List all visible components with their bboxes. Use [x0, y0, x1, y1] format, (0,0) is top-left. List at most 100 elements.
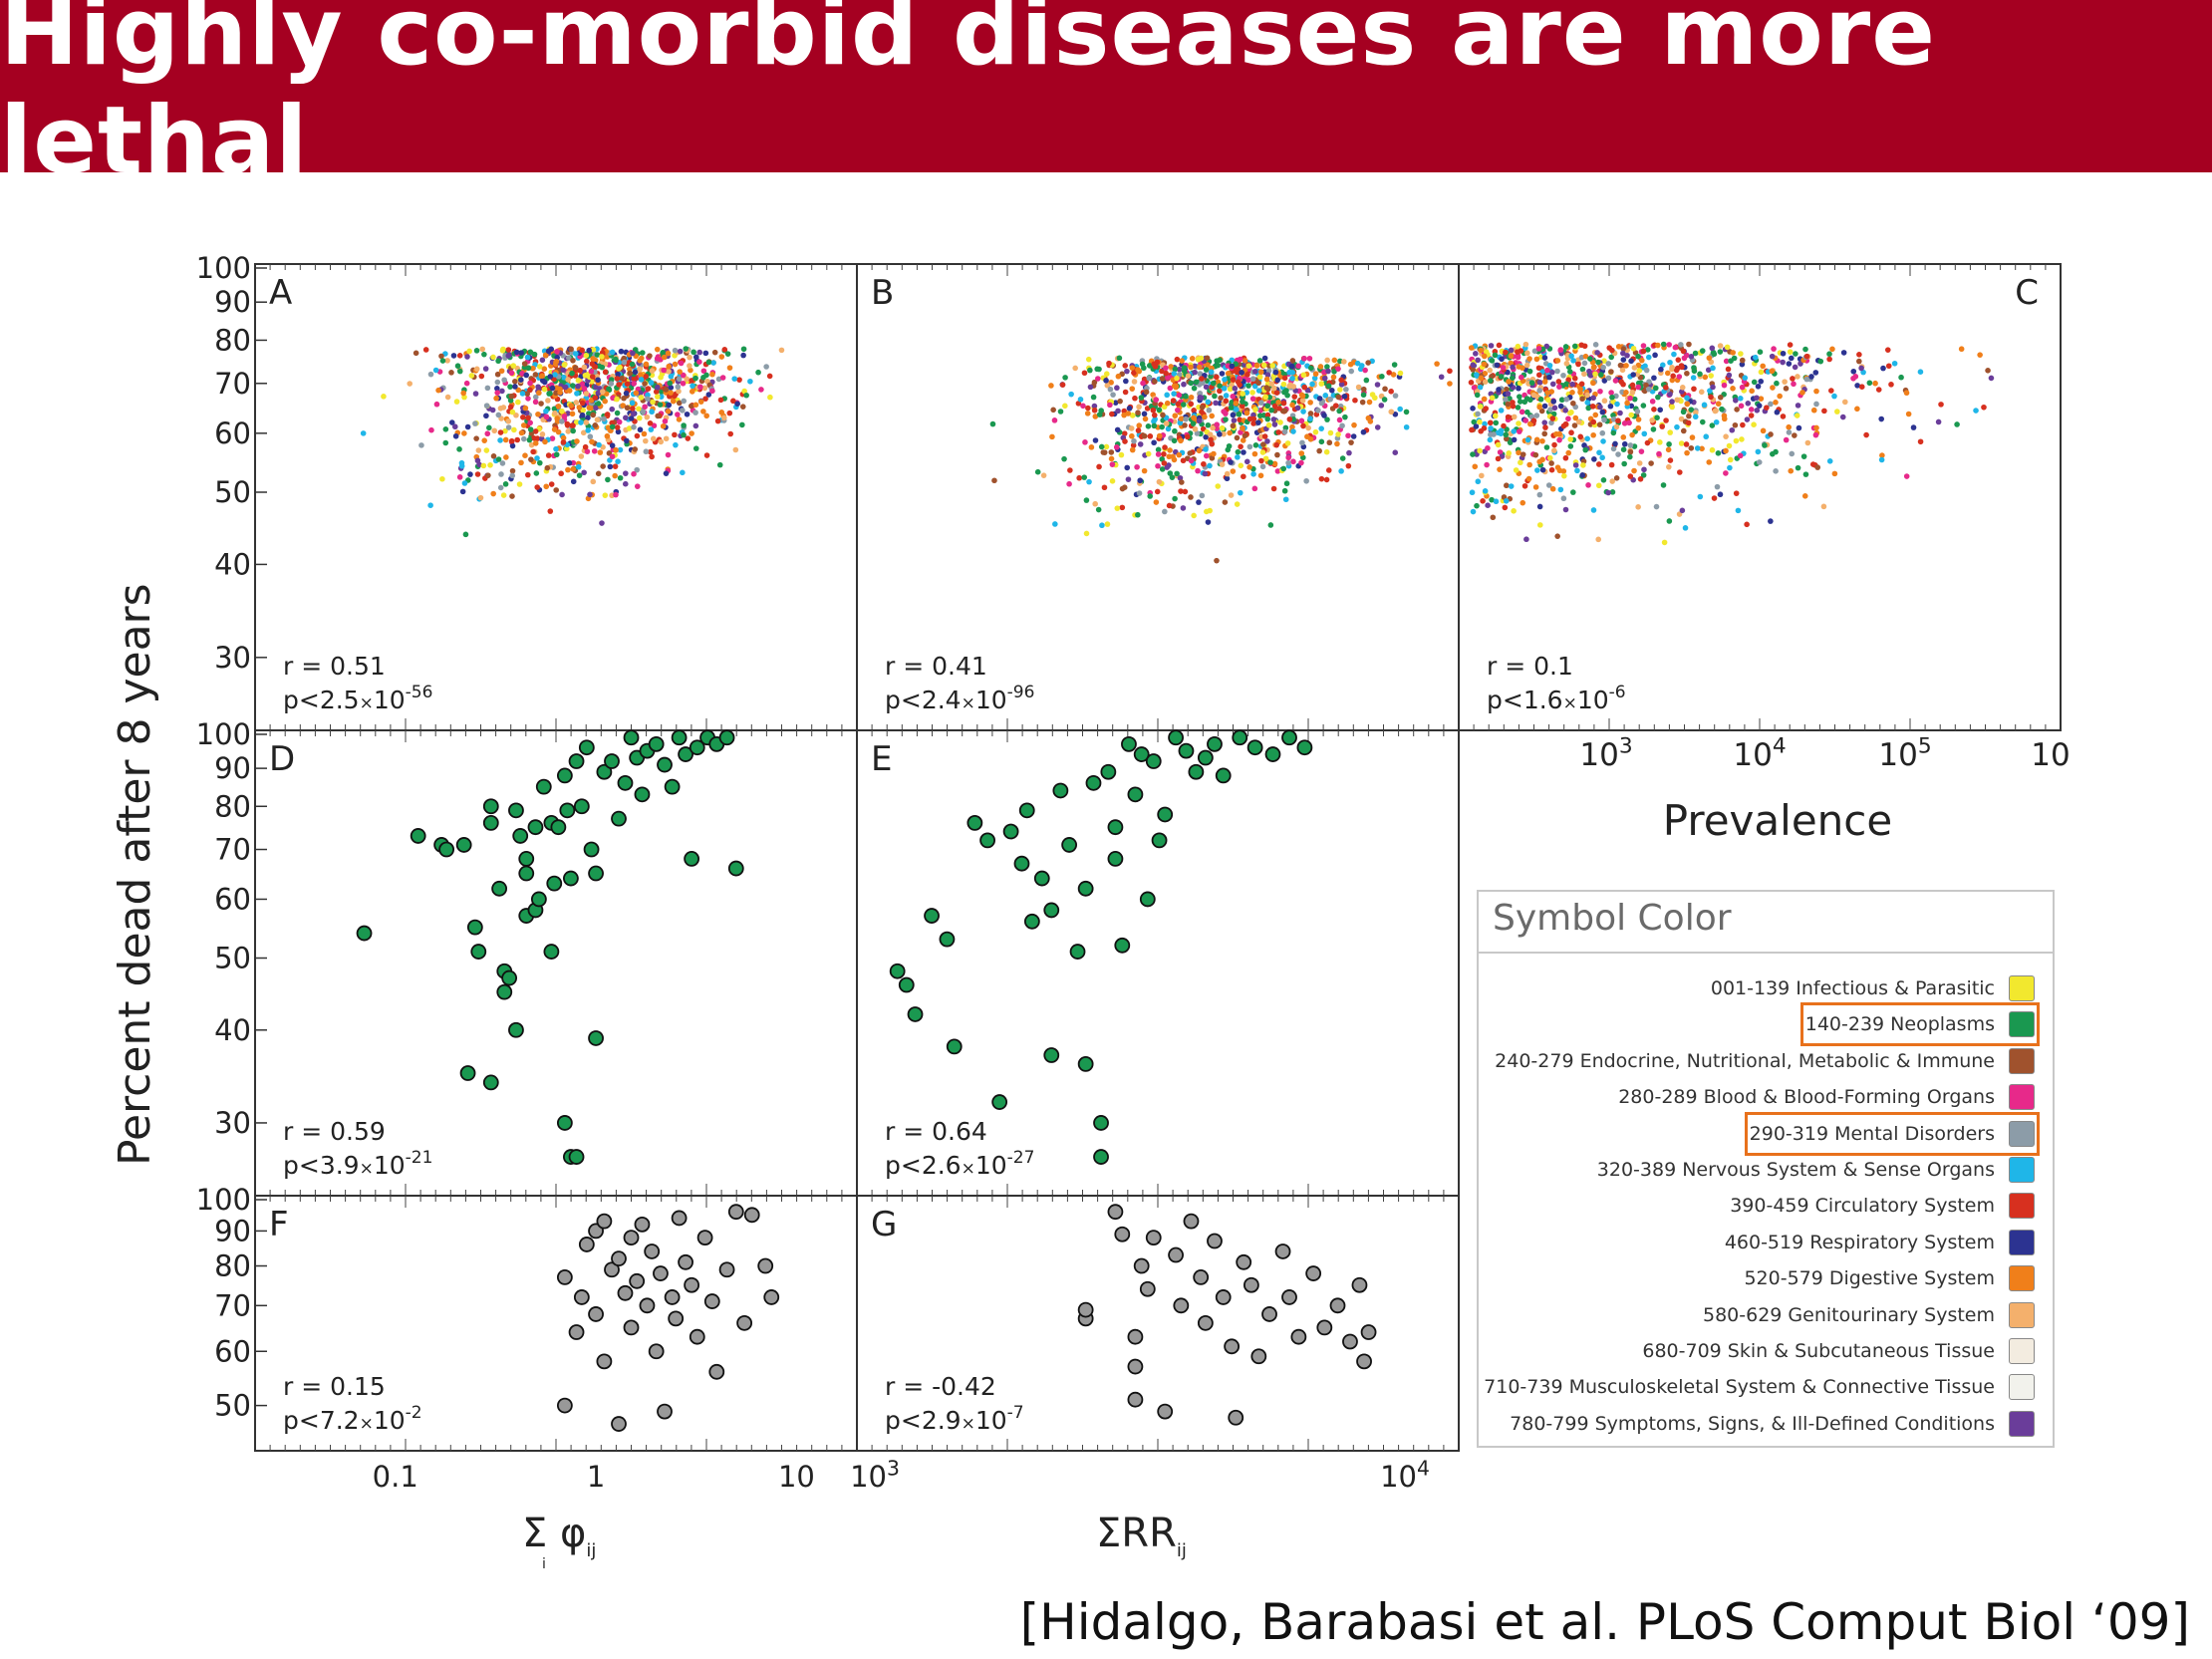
cloud-point-C	[1680, 409, 1687, 415]
cloud-point-C	[1905, 411, 1912, 417]
panel-G: Gr = -0.42p<2.9×10-7	[856, 1195, 1460, 1452]
cloud-point-C	[1755, 448, 1762, 455]
data-point-G-2	[1107, 1204, 1124, 1221]
cloud-point-B	[1315, 408, 1321, 414]
cloud-point-C	[1518, 348, 1524, 354]
data-point-G-7	[1133, 1257, 1150, 1274]
cloud-point-A	[485, 472, 491, 478]
cloud-point-B	[1305, 424, 1311, 431]
cloud-point-A	[590, 356, 596, 362]
cloud-point-C	[1546, 374, 1552, 381]
cloud-point-C	[1518, 374, 1524, 381]
cloud-point-C	[1600, 476, 1607, 483]
cloud-point-A	[736, 377, 742, 383]
cloud-point-C	[1477, 384, 1484, 391]
y-tick-label: 80	[214, 323, 251, 357]
cloud-point-C	[1549, 415, 1556, 421]
data-point-E-43	[1296, 739, 1313, 756]
cloud-point-A	[595, 401, 602, 407]
cloud-point-C	[1584, 392, 1590, 399]
cloud-point-A	[553, 390, 559, 397]
cloud-point-B	[1241, 449, 1246, 455]
cloud-point-C	[1571, 422, 1578, 428]
cloud-point-A	[565, 377, 571, 383]
cloud-point-A	[680, 380, 687, 387]
cloud-point-A	[665, 350, 672, 357]
cloud-point-A	[599, 354, 605, 360]
cloud-point-C	[1954, 421, 1960, 427]
cloud-point-A	[672, 347, 679, 354]
cloud-point-B	[1066, 480, 1072, 487]
cloud-point-C	[1473, 423, 1480, 429]
cloud-point-C	[1728, 358, 1734, 364]
cloud-point-B	[1091, 408, 1098, 414]
cloud-point-C	[1717, 491, 1724, 498]
cloud-point-B	[1151, 422, 1158, 429]
cloud-point-A	[532, 372, 539, 378]
cloud-point-C	[1698, 389, 1705, 396]
cloud-point-B	[1390, 372, 1397, 378]
cloud-point-A	[579, 400, 586, 407]
data-point-F-33	[736, 1314, 753, 1331]
cloud-point-C	[1654, 415, 1660, 421]
cloud-point-A	[645, 386, 652, 392]
cloud-point-B	[1230, 422, 1237, 429]
cloud-point-B	[1156, 478, 1163, 485]
cloud-point-C	[1485, 502, 1491, 508]
cloud-point-B	[1159, 368, 1165, 375]
cloud-point-B	[1172, 413, 1179, 419]
cloud-point-C	[1618, 379, 1624, 385]
cloud-point-A	[595, 470, 602, 477]
data-point-D-22	[535, 778, 552, 795]
cloud-point-B	[1235, 454, 1241, 460]
cloud-point-C	[1568, 429, 1574, 436]
data-point-D-51	[678, 746, 693, 762]
cloud-point-B	[1392, 449, 1399, 456]
cloud-point-A	[472, 391, 479, 397]
cloud-point-C	[1547, 407, 1553, 413]
cloud-point-C	[1624, 352, 1630, 359]
cloud-point-B	[1212, 393, 1218, 400]
cloud-point-B	[1273, 390, 1280, 396]
cloud-point-C	[1560, 495, 1567, 502]
cloud-point-B	[1155, 462, 1161, 469]
cloud-point-B	[1217, 388, 1223, 395]
cloud-point-A	[739, 404, 746, 410]
cloud-point-C	[1536, 491, 1543, 498]
cloud-point-A	[547, 390, 553, 397]
cloud-point-C	[1739, 436, 1745, 442]
cloud-point-A	[677, 369, 683, 375]
legend-divider	[1479, 952, 2053, 954]
cloud-point-C	[1530, 392, 1537, 399]
cloud-point-C	[1556, 430, 1562, 437]
cloud-point-C	[1482, 420, 1488, 427]
cloud-point-A	[581, 364, 588, 371]
cloud-point-A	[442, 439, 449, 446]
cloud-point-A	[568, 403, 575, 409]
cloud-point-C	[1634, 409, 1641, 415]
cloud-point-C	[1497, 449, 1504, 455]
cloud-point-A	[418, 442, 424, 448]
cloud-point-C	[1699, 348, 1706, 354]
cloud-point-C	[1821, 408, 1827, 415]
cloud-point-B	[1108, 449, 1115, 455]
cloud-point-C	[1469, 489, 1476, 496]
data-point-D-3	[438, 841, 455, 858]
cloud-point-A	[541, 366, 548, 373]
cloud-point-A	[709, 371, 715, 378]
cloud-point-C	[1477, 447, 1483, 454]
cloud-point-A	[654, 355, 661, 362]
cloud-point-C	[1863, 431, 1869, 438]
cloud-point-C	[1590, 364, 1597, 371]
cloud-point-C	[1503, 349, 1509, 356]
cloud-point-C	[1541, 419, 1548, 425]
cloud-point-B	[1326, 439, 1333, 446]
cloud-point-C	[1872, 380, 1878, 387]
cloud-point-C	[1582, 353, 1589, 360]
cloud-point-B	[1190, 420, 1197, 426]
cloud-point-B	[1259, 463, 1266, 470]
cloud-point-A	[672, 361, 679, 368]
data-point-G-4	[1127, 1328, 1144, 1345]
cloud-point-A	[444, 358, 450, 364]
cloud-point-A	[360, 430, 367, 436]
